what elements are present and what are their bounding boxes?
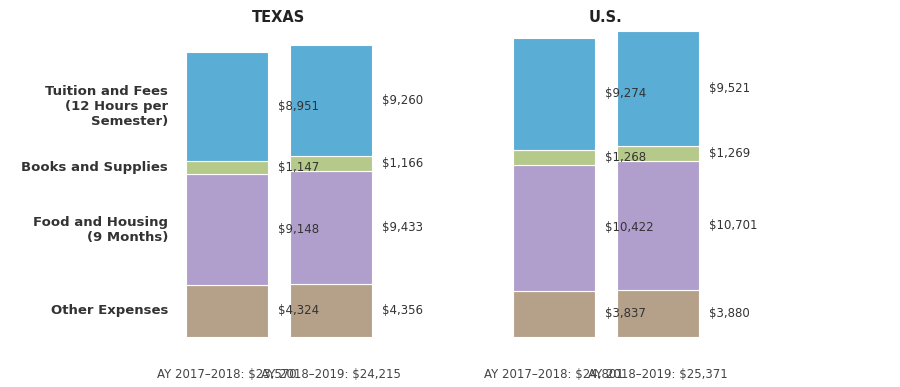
Text: AY 2018–2019: $24,215: AY 2018–2019: $24,215 xyxy=(261,368,400,382)
Text: $3,880: $3,880 xyxy=(709,307,750,320)
Text: AY 2017–2018: $24,801: AY 2017–2018: $24,801 xyxy=(484,368,624,382)
Bar xyxy=(290,284,372,337)
Text: $8,951: $8,951 xyxy=(278,100,319,113)
Text: $1,268: $1,268 xyxy=(605,151,646,164)
Text: $9,260: $9,260 xyxy=(382,94,423,107)
Bar xyxy=(290,156,372,171)
Text: $1,166: $1,166 xyxy=(382,157,423,170)
Text: $9,274: $9,274 xyxy=(605,87,646,100)
Text: U.S.: U.S. xyxy=(589,10,623,25)
Text: $10,422: $10,422 xyxy=(605,221,653,234)
Text: $9,521: $9,521 xyxy=(709,82,751,95)
Bar xyxy=(185,161,267,175)
Text: $3,837: $3,837 xyxy=(605,307,646,320)
Text: $4,356: $4,356 xyxy=(382,304,423,317)
Text: $1,269: $1,269 xyxy=(709,147,751,160)
Bar xyxy=(617,31,698,146)
Text: Books and Supplies: Books and Supplies xyxy=(22,161,168,174)
Text: $9,148: $9,148 xyxy=(278,223,320,236)
Text: $10,701: $10,701 xyxy=(709,219,758,232)
Bar xyxy=(185,175,267,285)
Bar xyxy=(617,290,698,337)
Bar xyxy=(513,165,595,291)
Text: AY 2018–2019: $25,371: AY 2018–2019: $25,371 xyxy=(588,368,728,382)
Bar xyxy=(290,171,372,284)
Bar xyxy=(513,149,595,165)
Text: $4,324: $4,324 xyxy=(278,305,320,317)
Text: $9,433: $9,433 xyxy=(382,221,423,234)
Text: AY 2017–2018: $23,570: AY 2017–2018: $23,570 xyxy=(157,368,296,382)
Bar xyxy=(185,53,267,161)
Text: Other Expenses: Other Expenses xyxy=(50,305,168,317)
Bar xyxy=(513,38,595,149)
Bar xyxy=(185,285,267,337)
Text: TEXAS: TEXAS xyxy=(252,10,305,25)
Bar xyxy=(617,161,698,290)
Text: $1,147: $1,147 xyxy=(278,161,320,174)
Bar xyxy=(617,146,698,161)
Text: Food and Housing
(9 Months): Food and Housing (9 Months) xyxy=(33,216,168,243)
Bar xyxy=(513,291,595,337)
Bar xyxy=(290,45,372,156)
Text: Tuition and Fees
(12 Hours per
Semester): Tuition and Fees (12 Hours per Semester) xyxy=(45,85,168,128)
